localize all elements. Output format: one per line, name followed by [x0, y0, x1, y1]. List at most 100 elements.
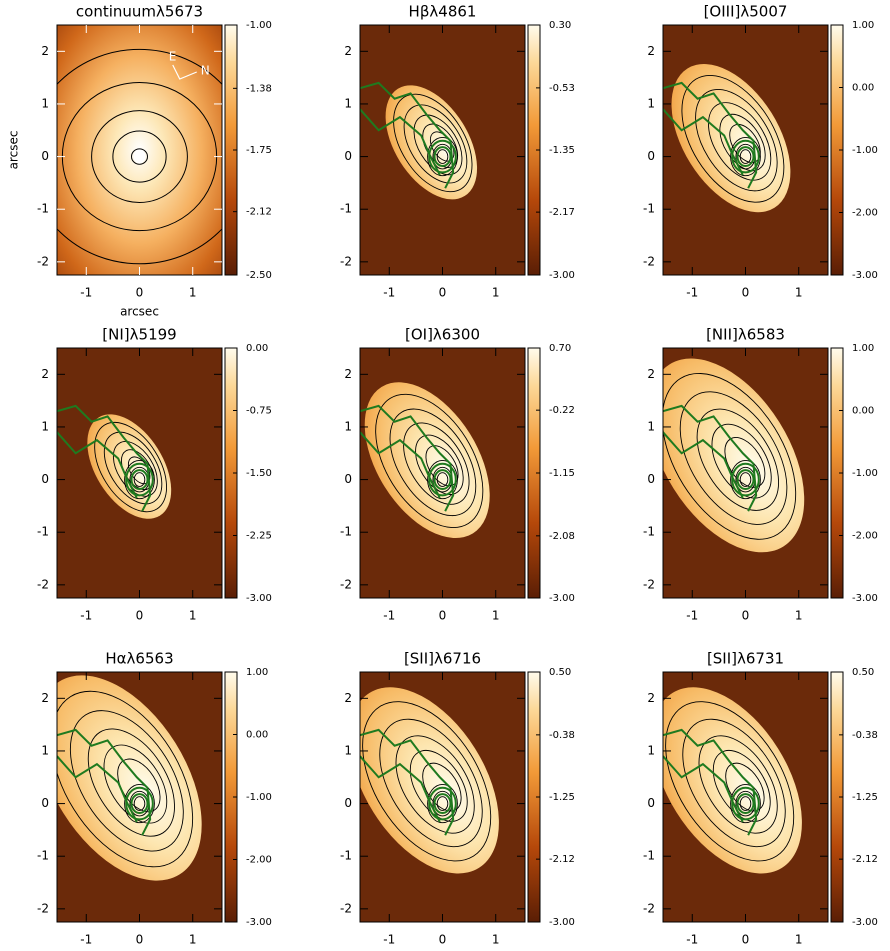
panel-title: [SII]λ6731 [707, 650, 784, 668]
y-tick-label: 0 [647, 149, 655, 163]
colorbar-tick-label: -1.50 [246, 468, 272, 479]
colorbar-tick-label: -0.38 [549, 730, 575, 741]
colorbar-tick-label: -1.00 [246, 20, 272, 31]
y-tick-label: 1 [647, 96, 655, 110]
x-tick-label: -1 [383, 286, 395, 300]
x-tick-label: 1 [492, 933, 500, 947]
map [3, 647, 236, 922]
y-tick-label: -1 [340, 202, 352, 216]
panel: Hαλ6563-101-2-1012-3.00-2.00-1.000.001.0… [3, 647, 272, 947]
panel-title: [OIII]λ5007 [704, 3, 788, 21]
annotation: E [169, 50, 177, 64]
x-tick-label: 0 [439, 933, 447, 947]
y-tick-label: 2 [647, 691, 655, 705]
y-tick-label: 1 [344, 419, 352, 433]
y-tick-label: 2 [41, 691, 49, 705]
x-tick-label: 1 [189, 933, 197, 947]
y-tick-label: 2 [344, 691, 352, 705]
colorbar-tick-label: -0.53 [549, 83, 575, 94]
x-tick-label: 1 [795, 286, 803, 300]
colorbar-tick-label: -3.00 [246, 593, 272, 604]
colorbar-tick-label: 0.00 [246, 730, 268, 741]
map [28, 25, 252, 275]
y-tick-label: 0 [647, 472, 655, 486]
panel-title: [NI]λ5199 [102, 326, 176, 344]
colorbar-tick-label: -1.25 [852, 792, 878, 803]
colorbar-tick-label: -1.15 [549, 468, 575, 479]
colorbar-tick-label: -2.00 [246, 855, 272, 866]
x-tick-label: 1 [189, 286, 197, 300]
colorbar-tick-label: -0.38 [852, 730, 878, 741]
colorbar-tick-label: -1.35 [549, 145, 575, 156]
panel-title: [SII]λ6716 [404, 650, 481, 668]
y-tick-label: 2 [344, 44, 352, 58]
x-tick-label: -1 [80, 286, 92, 300]
x-tick-label: -1 [383, 933, 395, 947]
y-tick-label: -1 [340, 525, 352, 539]
panel-title: Hαλ6563 [105, 650, 173, 668]
core [134, 150, 146, 164]
x-tick-label: 0 [742, 933, 750, 947]
colorbar-tick-label: -1.38 [246, 83, 272, 94]
colorbar-tick-label: -3.00 [549, 593, 575, 604]
y-tick-label: -2 [340, 254, 352, 268]
colorbar-tick-label: -2.50 [246, 270, 272, 281]
y-tick-label: -1 [37, 202, 49, 216]
colorbar-tick-label: -3.00 [549, 917, 575, 928]
colorbar-tick-label: -1.75 [246, 145, 272, 156]
panel: [SII]λ6731-101-2-1012-3.00-2.12-1.25-0.3… [622, 650, 878, 947]
colorbar-tick-label: -0.75 [246, 406, 272, 417]
colorbar-tick-label: -3.00 [852, 270, 878, 281]
x-tick-label: 1 [492, 286, 500, 300]
x-tick-label: 0 [742, 609, 750, 623]
colorbar-tick-label: -2.12 [852, 854, 878, 865]
x-tick-label: 1 [795, 609, 803, 623]
colorbar-tick-label: 0.00 [852, 83, 874, 94]
x-tick-label: 0 [742, 286, 750, 300]
panel: [NI]λ5199-101-2-1012-3.00-2.25-1.50-0.75… [37, 326, 272, 623]
colorbar-tick-label: 1.00 [852, 20, 874, 31]
x-tick-label: -1 [686, 933, 698, 947]
colorbar-tick-label: 0.30 [549, 20, 571, 31]
y-tick-label: 0 [344, 149, 352, 163]
y-tick-label: -1 [37, 525, 49, 539]
y-tick-label: 0 [647, 796, 655, 810]
colorbar-tick-label: -2.17 [549, 207, 575, 218]
y-tick-label: 2 [647, 367, 655, 381]
y-axis-label: arcsec [7, 131, 21, 170]
y-tick-label: 0 [41, 796, 49, 810]
y-tick-label: -1 [643, 849, 655, 863]
colorbar-tick-label: 1.00 [246, 667, 268, 678]
colorbar-tick-label: -2.08 [549, 531, 575, 542]
colorbar-tick-label: -2.00 [852, 208, 878, 219]
y-tick-label: 0 [344, 796, 352, 810]
colorbar-tick-label: -2.25 [246, 531, 272, 542]
y-tick-label: -1 [340, 849, 352, 863]
y-tick-label: -2 [37, 254, 49, 268]
x-tick-label: 0 [136, 933, 144, 947]
y-tick-label: 1 [647, 419, 655, 433]
y-tick-label: 2 [41, 367, 49, 381]
map [57, 348, 222, 598]
colorbar-tick-label: -2.12 [549, 854, 575, 865]
x-tick-label: 1 [189, 609, 197, 623]
y-tick-label: 2 [41, 44, 49, 58]
colorbar-tick-label: 0.50 [852, 667, 874, 678]
y-tick-label: -2 [37, 901, 49, 915]
x-tick-label: 0 [439, 286, 447, 300]
map [339, 348, 525, 598]
figure: continuumλ5673-101-2-1012arcsecarcsecEN-… [0, 0, 890, 951]
y-tick-label: 0 [41, 149, 49, 163]
y-tick-label: -1 [643, 525, 655, 539]
colorbar-tick-label: 0.50 [549, 667, 571, 678]
x-tick-label: -1 [80, 933, 92, 947]
y-tick-label: -2 [37, 577, 49, 591]
panel: [SII]λ6716-101-2-1012-3.00-2.12-1.25-0.3… [319, 650, 575, 947]
x-tick-label: -1 [80, 609, 92, 623]
panel: [NII]λ6583-101-2-1012-3.00-2.00-1.000.00… [617, 326, 878, 623]
y-tick-label: 2 [647, 44, 655, 58]
